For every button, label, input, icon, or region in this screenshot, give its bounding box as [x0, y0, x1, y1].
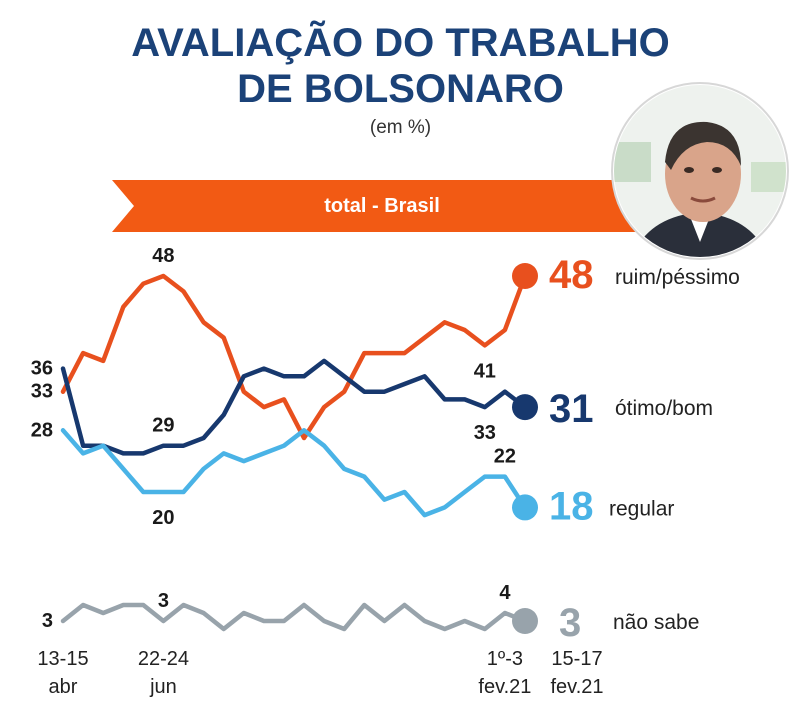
series-line-regular	[60, 428, 528, 518]
x-tick-label-5-line2: jun	[149, 676, 177, 698]
data-label-otimo-0: 36	[31, 358, 53, 380]
x-tick-label-22-line2: fev.21	[478, 676, 531, 698]
data-label-regular-0: 28	[31, 419, 53, 441]
person-portrait-icon	[611, 82, 789, 260]
series-line-ruim	[60, 273, 528, 441]
end-point-nao_sabe	[512, 608, 538, 634]
data-label-ruim-0: 33	[31, 381, 53, 403]
data-label-nao_sabe-22: 4	[499, 582, 511, 604]
chart-subtitle: (em %)	[369, 117, 432, 138]
series-name-ruim: ruim/péssimo	[615, 266, 740, 289]
banner-label: total - Brasil	[324, 195, 440, 217]
x-tick-label-0-line2: abr	[49, 676, 78, 698]
x-tick-label-0-line1: 13-15	[37, 648, 88, 670]
end-point-ruim	[512, 263, 538, 289]
end-value-ruim: 48	[549, 253, 594, 297]
end-value-nao_sabe: 3	[559, 601, 581, 645]
data-label-nao_sabe-5: 3	[158, 590, 169, 612]
data-label-regular-22: 22	[494, 446, 516, 468]
series-name-otimo: ótimo/bom	[615, 397, 713, 420]
series-name-regular: regular	[609, 497, 674, 520]
data-label-otimo-21: 33	[474, 422, 496, 444]
end-value-regular: 18	[549, 484, 594, 528]
x-tick-label-5-line1: 22-24	[138, 648, 189, 670]
end-point-otimo	[512, 394, 538, 421]
chart-title-line1: AVALIAÇÃO DO TRABALHO	[131, 21, 670, 65]
banner-shape	[112, 180, 652, 232]
x-tick-label-22-line1: 1º-3	[487, 648, 523, 670]
data-label-otimo-5: 29	[152, 415, 174, 437]
series-line-nao_sabe	[60, 602, 528, 632]
data-label-ruim-5: 48	[152, 245, 174, 267]
chart-title-line2: DE BOLSONARO	[237, 67, 564, 111]
data-label-nao_sabe-0: 3	[42, 610, 53, 632]
end-point-regular	[512, 494, 538, 521]
x-tick-label-23-line1: 15-17	[551, 648, 602, 670]
data-label-regular-5: 20	[152, 507, 174, 529]
series-line-otimo	[60, 358, 528, 456]
data-label-ruim-21: 41	[474, 360, 496, 382]
x-tick-label-23-line2: fev.21	[551, 676, 604, 698]
series-name-nao_sabe: não sabe	[613, 611, 699, 634]
end-value-otimo: 31	[549, 387, 594, 431]
